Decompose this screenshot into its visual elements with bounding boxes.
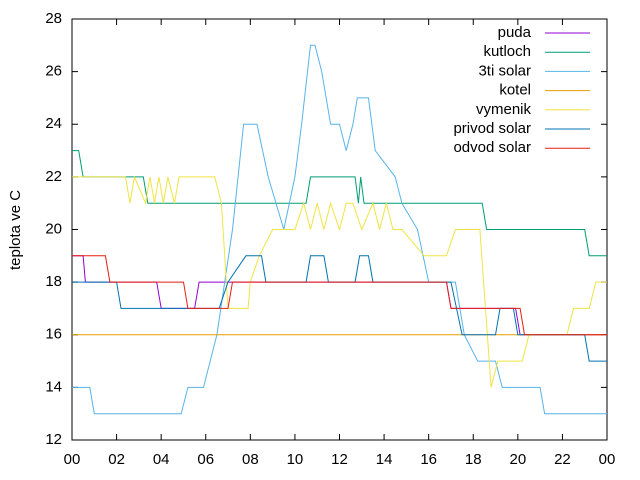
y-tick-label: 20 — [45, 220, 62, 237]
x-tick-label: 06 — [197, 451, 214, 468]
y-axis-label: teplota ve C — [7, 190, 24, 270]
y-tick-label: 12 — [45, 431, 62, 448]
legend-label: puda — [498, 24, 532, 41]
legend-label: kutloch — [483, 43, 531, 60]
x-tick-label: 20 — [509, 451, 526, 468]
series-line — [72, 150, 607, 257]
x-tick-label: 04 — [153, 451, 170, 468]
series-line — [72, 255, 607, 336]
y-tick-label: 26 — [45, 63, 62, 80]
series-line — [72, 175, 607, 388]
x-tick-label: 08 — [242, 451, 259, 468]
x-tick-label: 18 — [465, 451, 482, 468]
x-tick-label: 10 — [287, 451, 304, 468]
y-tick-label: 16 — [45, 326, 62, 343]
x-tick-label: 12 — [331, 451, 348, 468]
legend-label: 3ti solar — [478, 62, 531, 79]
x-tick-label: 00 — [64, 451, 81, 468]
y-tick-label: 18 — [45, 273, 62, 290]
x-tick-label: 00 — [599, 451, 616, 468]
y-tick-label: 28 — [45, 10, 62, 27]
x-tick-label: 02 — [108, 451, 125, 468]
legend-label: vymenik — [476, 101, 532, 118]
y-tick-label: 14 — [45, 378, 62, 395]
series-line — [72, 255, 607, 336]
y-tick-label: 24 — [45, 115, 62, 132]
x-tick-label: 14 — [376, 451, 393, 468]
legend-label: kotel — [499, 82, 531, 99]
x-tick-label: 22 — [554, 451, 571, 468]
y-tick-label: 22 — [45, 168, 62, 185]
legend-label: privod solar — [453, 120, 531, 137]
legend-label: odvod solar — [453, 139, 531, 156]
x-tick-label: 16 — [420, 451, 437, 468]
